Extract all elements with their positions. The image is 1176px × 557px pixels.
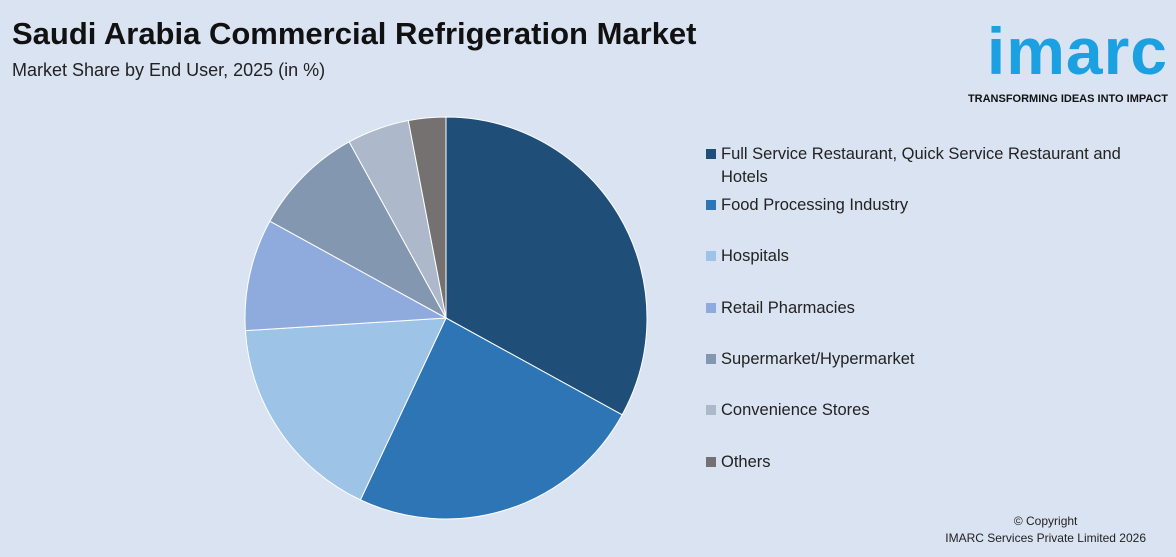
pie-slice [359, 317, 623, 520]
legend-label: Convenience Stores [721, 401, 870, 419]
logo: imarc [986, 14, 1168, 88]
legend-swatch [706, 251, 716, 261]
chart-title: Saudi Arabia Commercial Refrigeration Ma… [12, 16, 697, 51]
legend-item: Food Processing Industry [706, 194, 1156, 217]
footer: © Copyright IMARC Services Private Limit… [945, 513, 1146, 547]
legend-swatch [706, 303, 716, 313]
pie-slice [269, 141, 448, 320]
legend-label: Others [721, 453, 771, 471]
legend-item: Hospitals [706, 245, 1156, 268]
pie-slice [407, 116, 447, 319]
logo-tagline: TRANSFORMING IDEAS INTO IMPACT [967, 93, 1168, 105]
company: IMARC Services Private Limited 2026 [945, 531, 1146, 545]
legend-swatch [706, 200, 716, 210]
legend-swatch [706, 354, 716, 364]
legend-item: Retail Pharmacies [706, 297, 1156, 320]
copyright: © Copyright [1013, 514, 1078, 528]
legend-swatch [706, 405, 716, 415]
legend-label: Hospitals [721, 247, 789, 265]
legend-swatch [706, 457, 716, 467]
legend-item: Full Service Restaurant, Quick Service R… [706, 143, 1156, 189]
legend-item: Others [706, 451, 1156, 474]
legend-label: Supermarket/Hypermarket [721, 350, 915, 368]
pie-chart [244, 116, 648, 520]
legend-swatch [706, 149, 716, 159]
pie-slice [244, 220, 448, 332]
pie-slice [445, 116, 648, 416]
legend-label: Food Processing Industry [721, 196, 909, 214]
pie-slice [244, 317, 447, 501]
legend-item: Convenience Stores [706, 399, 1156, 422]
legend-label: Full Service Restaurant, Quick Service R… [721, 145, 1121, 186]
chart-subtitle: Market Share by End User, 2025 (in %) [12, 60, 326, 80]
legend-label: Retail Pharmacies [721, 299, 855, 317]
legend-item: Supermarket/Hypermarket [706, 348, 1156, 371]
